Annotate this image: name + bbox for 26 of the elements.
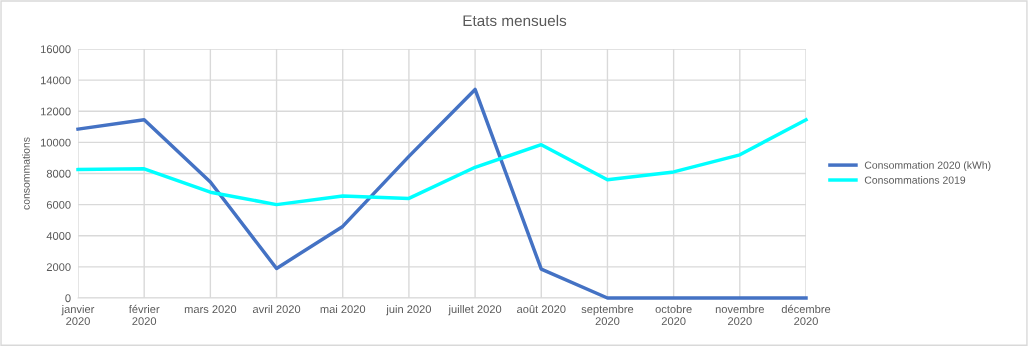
x-tick-label: juillet 2020 [448,304,502,316]
y-tick-label: 10000 [41,138,71,147]
y-tick-label: 6000 [46,200,71,209]
y-tick-label: 8000 [46,169,71,178]
x-tick-label: mars 2020 [184,305,237,314]
y-tick-label: 0 [65,294,71,303]
x-tick-label: juin 2020 [386,304,432,316]
x-tick-label: avril 2020 [252,304,301,314]
y-tick-label: 14000 [41,76,71,85]
y-tick-label: 4000 [46,232,71,240]
y-axis-title: consommations [22,137,30,210]
x-tick-label: août 2020 [517,304,566,314]
x-tick-label: septembre 2020 [581,304,634,326]
y-tick-label: 2000 [46,263,71,272]
x-tick-label: novembre 2020 [715,304,765,326]
line-series [76,118,808,207]
legend-label: Consommations 2019 [864,176,966,184]
x-tick-label: janvier 2020 [61,304,95,326]
x-tick-label: février 2020 [128,304,160,326]
y-tick-label: 16000 [41,45,71,54]
x-tick-label: mai 2020 [320,304,366,314]
x-tick-label: octobre 2020 [655,304,692,326]
y-tick-label: 12000 [41,107,71,116]
x-tick-label: décembre 2020 [781,304,831,326]
legend-label: Consommation 2020 (kWh) [864,161,991,171]
chart-title: Etats mensuels [463,14,567,27]
